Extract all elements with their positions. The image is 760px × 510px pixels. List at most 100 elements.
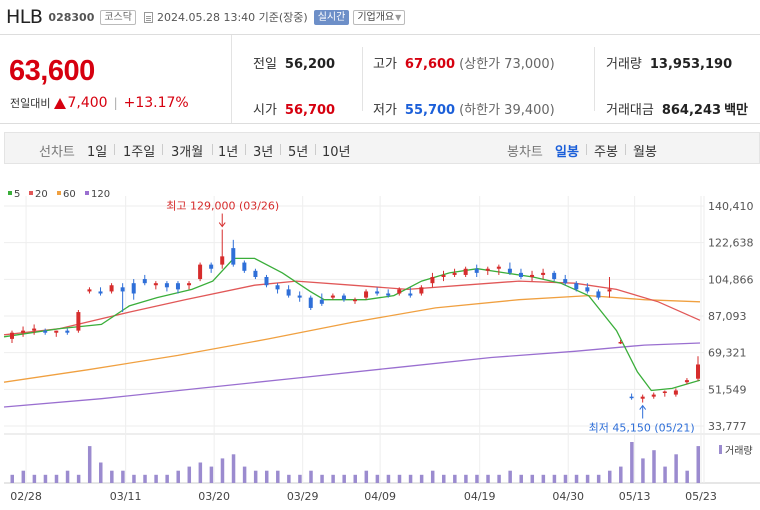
volume-bar	[331, 474, 335, 483]
high-value: 67,600	[404, 57, 456, 72]
candle-body	[198, 264, 203, 280]
candle-body	[76, 312, 81, 331]
volume-bar	[685, 470, 689, 483]
high-annotation: 최고 129,000 (03/26)	[166, 200, 279, 213]
amount-label: 거래대금	[606, 103, 654, 118]
candle-body	[10, 332, 14, 339]
candle-body	[662, 391, 667, 393]
legend-entry: 20	[35, 189, 48, 200]
volume-bar	[287, 474, 291, 483]
volume-bar	[253, 470, 258, 483]
volume-bar	[453, 474, 457, 483]
candle-body	[98, 291, 103, 294]
lower-limit: (하한가 39,400)	[459, 103, 555, 118]
candle-body	[87, 289, 92, 292]
volume-bar	[209, 466, 214, 483]
legend-entry: 60	[63, 189, 76, 200]
divider	[212, 144, 213, 155]
candle-monthly-button[interactable]: 월봉	[633, 145, 657, 160]
candle-chart-label: 봉차트	[507, 145, 543, 160]
candle-body	[264, 276, 269, 286]
y-tick-label: 87,093	[708, 310, 747, 323]
volume-bar	[630, 442, 634, 483]
candle-body	[242, 262, 247, 271]
market-badge: 코스닥	[100, 9, 136, 25]
price-chart[interactable]: 02/28 03/11 03/20 03/29 04/09 04/19 04/30 05/13…	[0, 180, 760, 510]
y-tick-label: 122,638	[708, 237, 754, 250]
candle-body	[65, 330, 70, 333]
candle-body	[32, 328, 37, 331]
candle-body	[187, 283, 192, 286]
candle-body	[286, 289, 291, 296]
divider	[245, 144, 246, 155]
volume-bar	[32, 474, 37, 483]
y-tick-label: 104,866	[708, 273, 754, 286]
volume-bar	[574, 474, 579, 483]
candle-body	[552, 272, 557, 280]
volume-bar	[585, 474, 590, 483]
period-1y-button[interactable]: 1년	[218, 145, 239, 160]
volume-bar	[430, 470, 435, 483]
company-overview-label: 기업개요	[357, 11, 395, 23]
candle-daily-button[interactable]: 일봉	[555, 145, 579, 160]
divider	[625, 144, 626, 155]
prev-close-cell: 전일 56,200	[253, 53, 335, 72]
legend-entry: 5	[14, 189, 20, 200]
y-tick-label: 33,777	[708, 420, 747, 433]
change-row: 전일대비 7,400 | +13.17%	[10, 95, 189, 111]
ma20-line	[3, 280, 701, 336]
realtime-button[interactable]: 실시간	[313, 9, 350, 25]
y-tick-label: 51,549	[708, 383, 747, 396]
volume-bar	[386, 474, 391, 483]
divider	[362, 47, 363, 111]
candle-weekly-button[interactable]: 주봉	[594, 145, 618, 160]
volume-bar	[530, 474, 535, 483]
volume-bar	[475, 474, 479, 483]
period-1w-button[interactable]: 1주일	[123, 145, 156, 160]
divider	[315, 144, 316, 155]
x-tick-label: 02/28	[10, 490, 42, 503]
volume-bar	[563, 474, 568, 483]
candle-body	[131, 283, 136, 294]
volume-bar	[198, 462, 203, 483]
company-overview-button[interactable]: 기업개요▼	[353, 9, 406, 25]
current-price: 63,600	[9, 55, 95, 87]
volume-bar	[486, 474, 490, 483]
candle-body	[275, 285, 280, 290]
candle-body	[386, 293, 391, 296]
legend-swatch	[57, 191, 61, 195]
change-amount: 7,400	[67, 95, 108, 111]
ma120-line	[3, 342, 701, 408]
period-3m-button[interactable]: 3개월	[171, 145, 204, 160]
x-tick-label: 05/13	[619, 490, 651, 503]
candle-body	[541, 272, 546, 275]
x-tick-label: 03/11	[110, 490, 142, 503]
candle-body	[673, 390, 678, 395]
volume-legend-swatch	[719, 445, 722, 454]
low-label: 저가	[373, 103, 397, 118]
legend-swatch	[29, 191, 33, 195]
candle-body	[109, 285, 114, 292]
volume-bar	[442, 474, 446, 483]
period-3y-button[interactable]: 3년	[253, 145, 274, 160]
volume-bar	[176, 470, 180, 483]
period-5y-button[interactable]: 5년	[288, 145, 309, 160]
period-1d-button[interactable]: 1일	[87, 145, 108, 160]
x-tick-label: 04/09	[364, 490, 396, 503]
high-arrow-head	[218, 222, 226, 228]
x-tick-label: 04/19	[464, 490, 496, 503]
change-percent: +13.17%	[123, 95, 189, 111]
candle-body	[518, 272, 523, 277]
volume-bar	[21, 470, 26, 483]
volume-bar	[342, 474, 346, 483]
candle-body	[563, 279, 568, 284]
volume-bar	[552, 474, 557, 483]
x-tick-label: 05/23	[685, 490, 717, 503]
candle-body	[485, 268, 490, 271]
volume-bar	[464, 474, 468, 483]
volume-bar	[220, 458, 225, 483]
period-10y-button[interactable]: 10년	[322, 145, 351, 160]
timestamp: 2024.05.28 13:40 기준(장중)	[156, 11, 308, 24]
volume-bar	[619, 466, 623, 483]
change-label: 전일대비	[10, 97, 51, 110]
